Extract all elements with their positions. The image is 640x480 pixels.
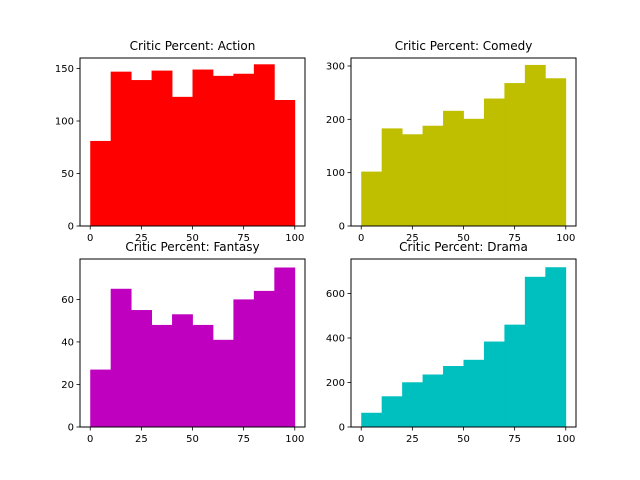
- y-tick-label: 60: [61, 295, 74, 306]
- histogram-bar: [212, 75, 234, 226]
- x-tick-label: 100: [556, 434, 575, 445]
- histogram-bar: [253, 290, 275, 427]
- histogram-bar: [274, 100, 296, 226]
- x-tick-label: 75: [508, 233, 521, 244]
- histogram-bar: [233, 73, 255, 226]
- histogram-bar: [443, 366, 464, 427]
- subplot-2: 0 25 50 75 100 0 100 200 300 Critic Percent: Come…: [326, 39, 577, 244]
- x-tick-label: 100: [285, 434, 304, 445]
- histogram-bar: [212, 339, 234, 427]
- y-tick-label: 40: [61, 337, 74, 348]
- y-tick-label: 300: [326, 62, 345, 73]
- histogram-bar: [172, 314, 193, 427]
- histogram-bar: [274, 267, 296, 427]
- y-tick-label: 0: [68, 222, 74, 233]
- histogram-bar: [90, 140, 112, 226]
- x-tick-label: 0: [87, 233, 93, 244]
- x-tick-label: 0: [358, 233, 364, 244]
- histogram-bar: [110, 71, 132, 227]
- y-tick-label: 0: [339, 222, 345, 233]
- subplot-1: 0 25 50 75 100 0 50 100 150 Critic Percent: Actio…: [55, 39, 306, 244]
- histogram-bar: [483, 98, 505, 226]
- histogram-bar: [253, 64, 275, 226]
- y-tick-label: 600: [326, 289, 345, 300]
- histogram-bar: [463, 359, 485, 427]
- chart-title: Critic Percent: Comedy: [395, 39, 533, 53]
- y-tick-label: 400: [326, 333, 345, 344]
- histogram-bar: [463, 118, 485, 226]
- x-tick-label: 100: [556, 233, 575, 244]
- histogram-bar: [151, 70, 173, 226]
- y-tick-label: 0: [339, 423, 345, 434]
- histogram-bar: [524, 64, 546, 226]
- histogram-bar: [381, 396, 403, 427]
- histogram-bar: [90, 369, 112, 427]
- x-tick-label: 0: [358, 434, 364, 445]
- subplot-3: 0 25 50 75 100 0 20 40 60 Critic Percent: Fantasy: [61, 240, 306, 445]
- y-tick-label: 20: [61, 380, 74, 391]
- histogram-bar: [233, 299, 255, 427]
- histogram-bar: [110, 288, 132, 427]
- histogram-bar: [402, 134, 423, 226]
- histogram-bar: [422, 374, 444, 427]
- histogram-bar: [443, 110, 464, 226]
- histogram-bar: [524, 276, 546, 427]
- histogram-bar: [504, 83, 526, 226]
- histogram-bar: [151, 324, 173, 427]
- histogram-bar: [131, 80, 152, 226]
- x-tick-label: 50: [186, 434, 199, 445]
- histogram-bar: [422, 125, 444, 226]
- chart-title: Critic Percent: Action: [130, 39, 256, 53]
- y-tick-label: 50: [61, 169, 74, 180]
- x-tick-label: 25: [135, 434, 148, 445]
- y-tick-label: 0: [68, 423, 74, 434]
- histogram-bar: [131, 310, 152, 427]
- histogram-bar: [172, 96, 193, 226]
- x-tick-label: 75: [237, 233, 250, 244]
- histogram-bar: [361, 412, 383, 427]
- x-tick-label: 50: [457, 233, 470, 244]
- x-tick-label: 50: [457, 434, 470, 445]
- x-tick-label: 50: [186, 233, 199, 244]
- histogram-bar: [192, 69, 214, 226]
- histogram-bar: [483, 341, 505, 427]
- y-tick-label: 100: [326, 168, 345, 179]
- x-tick-label: 25: [135, 233, 148, 244]
- y-tick-label: 200: [326, 115, 345, 126]
- chart-title: Critic Percent: Fantasy: [125, 240, 259, 254]
- histogram-bar: [361, 171, 383, 226]
- y-tick-label: 100: [55, 117, 74, 128]
- subplot-4: 0 25 50 75 100 0 200 400 600 Critic Percent: Dram…: [326, 240, 577, 445]
- y-tick-label: 200: [326, 378, 345, 389]
- histogram-bar: [381, 128, 403, 226]
- histogram-bar: [402, 382, 423, 427]
- x-tick-label: 0: [87, 434, 93, 445]
- chart-title: Critic Percent: Drama: [399, 240, 528, 254]
- histogram-bar: [545, 78, 567, 227]
- histogram-bar: [192, 324, 214, 427]
- histogram-bar: [504, 324, 526, 427]
- histogram-bar: [545, 267, 567, 427]
- x-tick-label: 75: [508, 434, 521, 445]
- y-tick-label: 150: [55, 64, 74, 75]
- x-tick-label: 100: [285, 233, 304, 244]
- x-tick-label: 25: [406, 233, 419, 244]
- x-tick-label: 75: [237, 434, 250, 445]
- x-tick-label: 25: [406, 434, 419, 445]
